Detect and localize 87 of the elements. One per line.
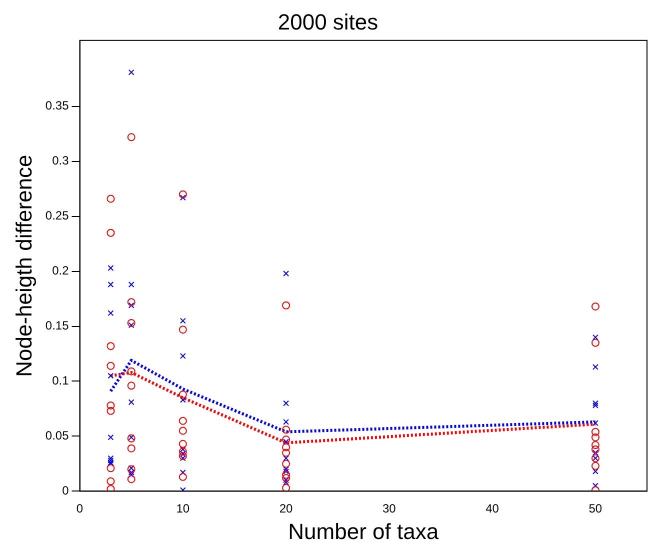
y-tick-label: 0.05	[45, 428, 70, 443]
point	[591, 302, 600, 310]
point	[283, 477, 289, 484]
point	[108, 372, 114, 379]
y-tick-label: 0.2	[52, 264, 70, 278]
point	[283, 270, 289, 276]
x-tick-label: 50	[588, 502, 602, 516]
chart-title: 2000 sites	[278, 9, 378, 34]
point	[180, 194, 186, 201]
point	[127, 475, 136, 484]
point	[283, 468, 289, 474]
point	[591, 441, 600, 450]
point	[178, 326, 187, 334]
point	[592, 334, 598, 340]
point	[108, 282, 114, 288]
y-tick-label: 0.15	[45, 318, 70, 333]
point	[106, 401, 115, 410]
point	[128, 282, 134, 288]
x-tick-label: 20	[279, 502, 294, 516]
point	[591, 428, 600, 436]
point	[127, 318, 136, 327]
point	[282, 301, 290, 310]
point	[592, 402, 598, 408]
point	[106, 194, 115, 203]
y-tick-label: 0.3	[52, 154, 70, 168]
point	[283, 455, 289, 462]
point	[108, 434, 114, 440]
point	[283, 479, 289, 486]
point	[106, 485, 115, 492]
point	[591, 433, 600, 442]
x-axis-title: Number of taxa	[288, 518, 440, 544]
point	[180, 318, 186, 324]
point	[127, 133, 136, 142]
point	[282, 448, 290, 457]
point	[180, 470, 186, 476]
point	[127, 382, 136, 390]
point	[283, 400, 289, 406]
point	[283, 418, 289, 425]
point	[106, 228, 115, 237]
y-tick-label: 0.1	[52, 374, 70, 388]
point	[591, 445, 600, 454]
point	[282, 443, 290, 452]
point	[591, 462, 600, 470]
x-tick-label: 40	[486, 502, 500, 516]
point	[178, 190, 187, 198]
point	[128, 322, 134, 328]
y-tick-label: 0	[62, 484, 70, 498]
x-tick-label: 30	[382, 502, 396, 516]
point	[106, 406, 115, 415]
point	[592, 400, 598, 406]
point	[106, 342, 115, 350]
point	[178, 390, 187, 398]
point	[592, 420, 598, 426]
line-series	[109, 358, 597, 434]
point	[127, 367, 136, 376]
point	[178, 440, 187, 448]
point	[282, 436, 290, 444]
point	[178, 416, 187, 425]
point	[283, 466, 289, 472]
point	[127, 444, 136, 452]
point	[128, 302, 134, 308]
point	[180, 352, 186, 359]
point	[127, 298, 136, 306]
point	[592, 364, 598, 370]
point	[178, 426, 187, 435]
point	[282, 426, 290, 434]
point	[106, 464, 115, 472]
point	[591, 338, 600, 347]
point	[282, 484, 290, 492]
x-tick-label: 10	[176, 502, 190, 516]
point	[108, 265, 114, 271]
point	[178, 472, 187, 481]
x-tick-label: 0	[76, 502, 84, 516]
point	[128, 69, 134, 76]
point	[282, 470, 290, 479]
point	[108, 310, 114, 316]
point	[128, 399, 134, 406]
y-tick-label: 0.25	[45, 208, 70, 223]
point	[282, 460, 290, 468]
point	[283, 438, 289, 445]
point	[282, 474, 290, 482]
point	[108, 457, 114, 464]
point	[592, 482, 598, 489]
y-tick-label: 0.35	[45, 98, 70, 113]
point	[106, 362, 115, 370]
y-axis-title: Node-heigth difference	[11, 154, 36, 377]
point	[106, 477, 115, 486]
